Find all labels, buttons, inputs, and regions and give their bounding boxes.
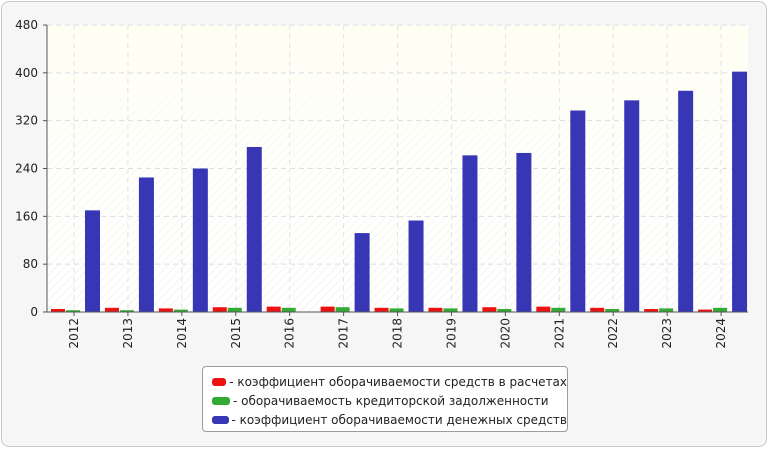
y-tick-label: 320: [15, 114, 38, 128]
legend-label: - коэффициент оборачиваемости средств в …: [229, 374, 567, 389]
y-tick-label: 160: [15, 209, 38, 223]
x-tick-label: 2023: [660, 318, 674, 349]
x-tick-label: 2019: [444, 318, 458, 349]
bar-2023-s1: [659, 308, 674, 312]
x-tick-label: 2013: [121, 318, 135, 349]
bar-2018-s1: [389, 308, 404, 312]
bar-2018-s2: [408, 220, 424, 312]
x-tick-label: 2021: [552, 318, 566, 349]
bar-2024-s2: [732, 71, 748, 312]
axes: [43, 24, 748, 316]
y-tick-label: 80: [23, 257, 38, 271]
x-tick-label: 2014: [175, 318, 189, 349]
legend-label: - коэффициент оборачиваемости денежных с…: [231, 412, 568, 427]
bar-2020-s2: [516, 152, 532, 312]
bar-2021-s2: [570, 110, 586, 313]
x-tick-label: 2020: [498, 318, 512, 349]
bars: [51, 71, 748, 313]
bar-2023-s2: [678, 90, 694, 312]
y-tick-label: 0: [30, 305, 38, 319]
bar-2019-s0: [428, 307, 443, 312]
bar-2014-s1: [173, 309, 188, 312]
bar-2021-s1: [551, 307, 566, 312]
y-tick-label: 240: [15, 162, 38, 176]
x-tick-label: 2022: [606, 318, 620, 349]
bar-2019-s1: [443, 308, 458, 312]
bar-2015-s1: [227, 307, 242, 312]
legend-swatch-blue: [212, 415, 229, 424]
bar-2022-s2: [624, 100, 640, 313]
x-tick-label: 2017: [337, 318, 351, 349]
legend-swatch-green: [212, 396, 230, 405]
bar-2017-s0: [320, 306, 335, 312]
x-tick-label: 2018: [391, 318, 405, 349]
y-tick-label: 480: [15, 18, 38, 32]
legend-swatch-red: [212, 377, 227, 386]
grid: [47, 24, 748, 312]
x-tick-label: 2012: [67, 318, 81, 349]
bar-2012-s2: [85, 210, 100, 312]
x-tick-labels: 2012 2013 2014 2015 2016 2017 2018 2019 2020 2021…: [67, 318, 728, 349]
bar-2015-s2: [246, 146, 262, 312]
bar-2024-s0: [698, 309, 713, 312]
x-tick-label: 2016: [283, 318, 297, 349]
bar-2016-s0: [266, 306, 281, 312]
bar-2013-s2: [138, 177, 154, 312]
y-tick-labels: 0 80 160 240 320 400 480: [15, 18, 38, 319]
bar-2014-s2: [192, 168, 208, 312]
legend: - коэффициент оборачиваемости средств в …: [202, 366, 568, 432]
bar-2014-s0: [158, 308, 173, 312]
bar-2022-s0: [590, 307, 605, 312]
bar-2017-s2: [354, 233, 370, 312]
legend-item-cash-turnover: - коэффициент оборачиваемости денежных с…: [212, 410, 567, 429]
legend-item-receivables-turnover: - коэффициент оборачиваемости средств в …: [212, 372, 567, 391]
bar-2013-s0: [104, 307, 119, 312]
bar-2024-s1: [713, 307, 728, 312]
bar-2018-s0: [374, 307, 389, 312]
bar-2015-s0: [212, 307, 227, 312]
bar-2020-s0: [482, 307, 497, 312]
bar-2016-s1: [281, 307, 296, 312]
x-tick-label: 2015: [229, 318, 243, 349]
bar-2013-s1: [119, 310, 134, 312]
bar-2020-s1: [497, 309, 512, 312]
bar-2022-s1: [605, 309, 620, 312]
legend-label: - оборачиваемость кредиторской задолженн…: [233, 393, 549, 408]
bar-2021-s0: [536, 306, 551, 312]
bar-2012-s0: [51, 309, 65, 312]
bar-2019-s2: [462, 155, 478, 312]
bar-2017-s1: [335, 307, 350, 312]
bar-2023-s0: [644, 309, 659, 312]
y-tick-label: 400: [15, 66, 38, 80]
x-tick-label: 2024: [714, 318, 728, 349]
bar-2012-s1: [66, 310, 80, 312]
legend-item-payables-turnover: - оборачиваемость кредиторской задолженн…: [212, 391, 567, 410]
